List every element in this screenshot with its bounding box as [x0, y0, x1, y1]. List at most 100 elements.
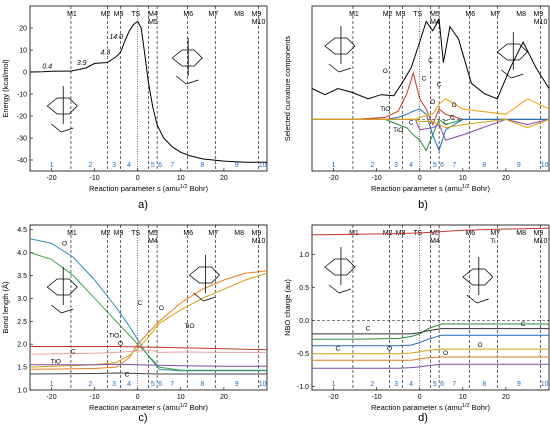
marker-label: M2: [101, 230, 111, 237]
phase-number: 4: [127, 381, 131, 388]
series-line: [312, 356, 549, 361]
curvature-label: C: [409, 120, 414, 127]
series-line: [29, 272, 268, 368]
c-bond: [193, 292, 204, 302]
series-line: [312, 348, 549, 355]
x-tick-label: -10: [372, 175, 382, 182]
curvature-label: C: [422, 75, 427, 82]
curvature-label: O: [452, 102, 457, 109]
c-bond: [338, 288, 352, 294]
x-tick-label: 20: [220, 394, 228, 401]
marker-label: M10: [534, 238, 548, 245]
marker-label: M4: [430, 19, 440, 26]
ring-bond: [324, 258, 356, 276]
y-tick-label: 10: [19, 48, 27, 55]
y-axis-label: Bond length (Å): [1, 281, 10, 334]
phase-number: 2: [88, 162, 92, 169]
phase-number: 4: [409, 162, 413, 169]
phase-number: 9: [517, 381, 521, 388]
x-axis-label: Reaction parameter s (amu1/2 Bohr): [371, 403, 490, 412]
x-tick-label: -10: [90, 394, 100, 401]
y-tick-label: 0.5: [299, 285, 309, 292]
bond-label: C: [71, 348, 76, 355]
marker-label: M8: [234, 230, 244, 237]
charge-label: Ti: [490, 238, 495, 245]
molecule-structure: [496, 32, 528, 79]
x-tick-label: 10: [177, 175, 185, 182]
curvature-label: TiO: [380, 106, 390, 113]
energy-annotation: 0.4: [42, 64, 52, 71]
c-bond: [466, 294, 478, 304]
series-line: [29, 252, 267, 371]
c-bond: [476, 298, 489, 304]
marker-label: M8: [516, 11, 526, 18]
curvature-label: TiO: [393, 127, 403, 134]
panel-caption: b): [418, 199, 428, 211]
y-tick-label: -10: [17, 92, 27, 99]
phase-number: 9: [235, 162, 239, 169]
marker-label: M6: [465, 11, 475, 18]
marker-label: M7: [208, 230, 218, 237]
phase-number: 10: [541, 381, 549, 388]
y-tick-label: 4.0: [17, 250, 27, 257]
series-line: [312, 71, 549, 126]
phase-number: 7: [452, 381, 456, 388]
x-tick-label: 0: [418, 175, 422, 182]
phase-number: 7: [170, 381, 174, 388]
phase-number: 1: [332, 381, 336, 388]
series-line: [312, 363, 549, 369]
marker-label: TS: [413, 230, 422, 237]
y-tick-label: 4.5: [17, 227, 27, 234]
marker-label: M8: [516, 230, 526, 237]
bond-label: O: [62, 241, 67, 248]
y-axis-label: Selected curvature components: [283, 36, 292, 142]
molecule-structure: [462, 257, 494, 304]
curvature-label: O: [430, 99, 435, 106]
phase-number: 2: [88, 381, 92, 388]
x-tick-label: 0: [136, 175, 140, 182]
series-line: [30, 346, 268, 351]
y-tick-label: 3.0: [17, 296, 27, 303]
y-tick-label: 1.5: [17, 365, 27, 372]
series-line: [29, 372, 267, 375]
y-tick-label: 20: [19, 26, 27, 33]
marker-label: M10: [252, 19, 266, 26]
x-axis-label: Reaction parameter s (amu1/2 Bohr): [371, 184, 490, 193]
curvature-label: C: [443, 120, 448, 127]
x-tick-label: 20: [502, 394, 510, 401]
x-tick-label: 0: [136, 394, 140, 401]
series-line: [29, 20, 267, 163]
marker-label: M1: [349, 230, 359, 237]
bond-label: C: [125, 371, 130, 378]
charge-label: O: [443, 350, 448, 357]
x-tick-label: 0: [418, 394, 422, 401]
c-bond: [328, 284, 340, 294]
y-axis-label: NBO charge (au): [283, 279, 292, 336]
x-tick-label: 20: [220, 175, 228, 182]
y-tick-label: -30: [17, 136, 27, 143]
x-axis-label: Reaction parameter s (amu1/2 Bohr): [89, 184, 208, 193]
bond-label: O: [118, 341, 123, 348]
molecule-structure: [324, 26, 356, 73]
marker-label: TS: [413, 11, 422, 18]
y-tick-label: -20: [17, 114, 27, 121]
bond-label: TiO: [51, 358, 61, 365]
curvature-label: O: [383, 68, 388, 75]
c-bond: [61, 308, 74, 314]
charge-label: C: [521, 321, 526, 328]
marker-label: TS: [131, 11, 140, 18]
series-line: [29, 270, 268, 370]
x-tick-label: -20: [46, 175, 56, 182]
marker-label: M5: [430, 230, 440, 237]
series-line: [312, 118, 549, 152]
c-bond: [186, 79, 199, 85]
c-bond: [338, 67, 352, 73]
c-bond: [50, 123, 62, 133]
phase-number: 8: [482, 162, 486, 169]
y-tick-label: 2.5: [17, 319, 27, 326]
